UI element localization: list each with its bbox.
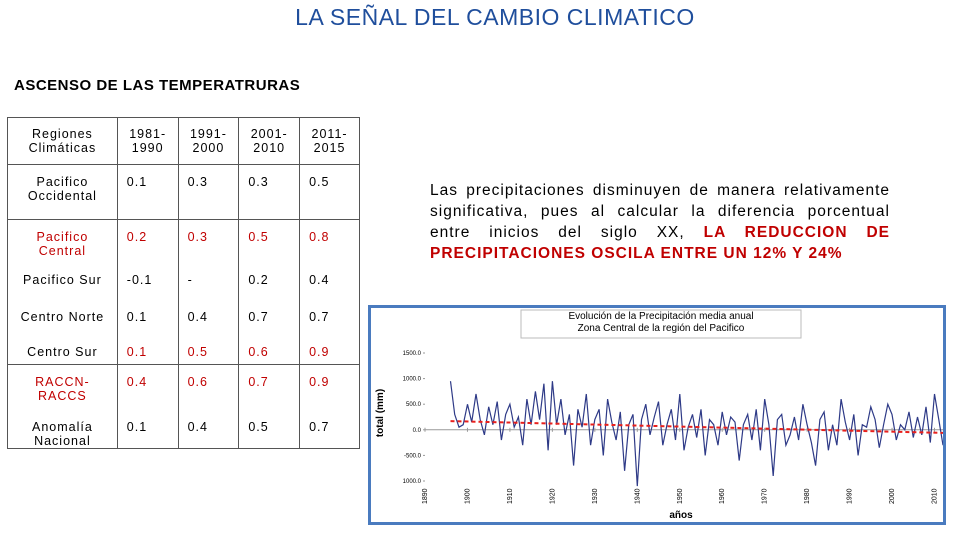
x-tick-label: 1940: [634, 488, 641, 504]
trend-line: [450, 420, 944, 434]
value-cell: 0.1: [116, 164, 179, 220]
y-tick-label: 500.0: [406, 402, 422, 408]
temperature-table: Regiones Climáticas 1981-1990 1991-2000 200…: [7, 117, 360, 449]
x-tick-label: 1990: [847, 488, 854, 504]
value-cell: 0.1: [116, 409, 179, 449]
region-cell: Centro Norte: [7, 299, 118, 335]
chart: Evolución de la Precipitación media anua…: [375, 309, 944, 521]
region-cell: Pacifico Occidental: [7, 164, 118, 220]
x-tick-label: 1980: [804, 488, 811, 504]
value-cell: 0.2: [238, 262, 301, 300]
paragraph: Las precipitaciones disminuyen de manera…: [430, 180, 890, 264]
value-cell: 0.9: [299, 364, 360, 410]
value-cell: 0.6: [177, 364, 240, 410]
header-cell: 1991-2000: [177, 117, 240, 165]
chart-title: Evolución de la Precipitación media anua…: [568, 311, 753, 322]
value-cell: 0.4: [177, 409, 240, 449]
table-row: Anomalía Nacional 0.1 0.4 0.5 0.7: [7, 409, 360, 449]
value-cell: 0.5: [238, 409, 301, 449]
data-line: [449, 381, 944, 487]
value-cell: 0.7: [299, 409, 360, 449]
title-box: [520, 309, 802, 339]
header-cell: 2001-2010: [238, 117, 301, 165]
value-cell: 0.7: [238, 364, 301, 410]
chart-frame: Evolución de la Precipitación media anua…: [368, 305, 946, 525]
y-tick-label: -500.0: [404, 453, 422, 459]
x-tick-label: 1910: [507, 488, 514, 504]
table-row: Pacifico Central 0.2 0.3 0.5 0.8: [7, 219, 360, 263]
table-row: Pacifico Occidental 0.1 0.3 0.3 0.5: [7, 164, 360, 220]
x-tick-label: 1970: [762, 488, 769, 504]
paragraph-highlight: LA REDUCCION DE PRECIPITACIONES OSCILA E…: [430, 224, 890, 262]
value-cell: 0.5: [238, 219, 301, 263]
value-cell: 0.4: [177, 299, 240, 335]
y-axis-label: total (mm): [375, 389, 386, 437]
y-tick-label: 1000.0: [403, 479, 422, 485]
chart-subtitle: Zona Central de la región del Pacifico: [578, 323, 745, 334]
value-cell: 0.2: [116, 219, 179, 263]
region-cell: RACCN-RACCS: [7, 364, 118, 410]
x-tick-label: 2010: [932, 488, 939, 504]
x-tick-label: 2000: [889, 488, 896, 504]
value-cell: 0.5: [299, 164, 360, 220]
value-cell: 0.3: [177, 219, 240, 263]
x-axis-label: años: [669, 510, 693, 521]
value-cell: 0.4: [116, 364, 179, 410]
x-tick-label: 1890: [422, 488, 429, 504]
table-row: Centro Sur 0.1 0.5 0.6 0.9: [7, 334, 360, 365]
x-tick-label: 1950: [677, 488, 684, 504]
x-tick-label: 1900: [464, 488, 471, 504]
value-cell: 0.6: [238, 334, 301, 365]
header-cell: 2011-2015: [299, 117, 360, 165]
x-tick-label: 1960: [719, 488, 726, 504]
section-title: ASCENSO DE LAS TEMPERATRURAS: [14, 77, 301, 94]
value-cell: 0.4: [299, 262, 360, 300]
header-cell: Regiones Climáticas: [7, 117, 118, 165]
value-cell: 0.5: [177, 334, 240, 365]
table-row: Centro Norte 0.1 0.4 0.7 0.7: [7, 299, 360, 335]
slide-title: LA SEÑAL DEL CAMBIO CLIMATICO: [295, 4, 695, 30]
table-row: RACCN-RACCS 0.4 0.6 0.7 0.9: [7, 364, 360, 410]
x-tick-label: 1930: [592, 488, 599, 504]
paragraph-text: Las precipitaciones disminuyen de manera…: [430, 182, 890, 241]
value-cell: 0.3: [238, 164, 301, 220]
value-cell: 0.7: [238, 299, 301, 335]
table-row: Pacifico Sur -0.1-0.2 0.4: [7, 262, 360, 300]
y-tick-label: 1000.0: [403, 377, 422, 383]
region-cell: Pacifico Central: [7, 219, 118, 263]
region-cell: Anomalía Nacional: [7, 409, 118, 449]
x-tick-label: 1920: [549, 488, 556, 504]
value-cell: -0.1: [116, 262, 179, 300]
value-cell: 0.9: [299, 334, 360, 365]
region-cell: Pacifico Sur: [7, 262, 118, 300]
header-cell: 1981-1990: [116, 117, 179, 165]
y-tick-label: 0.0: [413, 428, 422, 434]
value-cell: 0.8: [299, 219, 360, 263]
region-cell: Centro Sur: [7, 334, 118, 365]
value-cell: 0.3: [177, 164, 240, 220]
y-tick-label: 1500.0: [403, 351, 422, 357]
value-cell: 0.7: [299, 299, 360, 335]
table-header: Regiones Climáticas 1981-1990 1991-2000 200…: [7, 117, 360, 165]
value-cell: 0.1: [116, 299, 179, 335]
value-cell: 0.1: [116, 334, 179, 365]
value-cell: -: [177, 262, 240, 300]
